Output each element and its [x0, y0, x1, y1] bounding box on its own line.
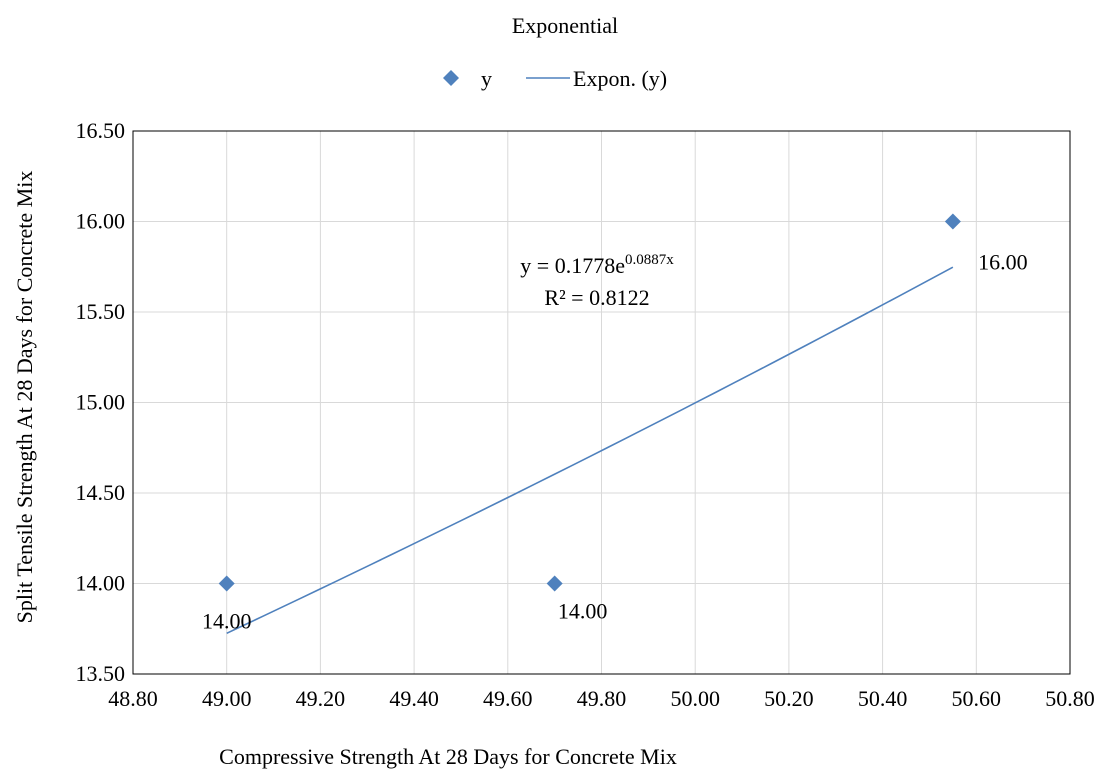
- y-tick-label: 14.00: [76, 571, 126, 596]
- x-tick-label: 50.80: [1045, 686, 1095, 711]
- data-point: [944, 213, 961, 230]
- x-tick-label: 49.80: [577, 686, 627, 711]
- x-tick-label: 50.40: [858, 686, 908, 711]
- data-label: 14.00: [558, 599, 608, 624]
- legend-marker-diamond-icon: [443, 70, 459, 86]
- equation-exponent: 0.0887x: [625, 252, 674, 268]
- data-labels: 14.00 14.00 16.00: [202, 250, 1028, 634]
- y-tick-label: 14.50: [76, 480, 126, 505]
- equation-base: y = 0.1778e: [520, 253, 625, 278]
- legend-label-trendline: Expon. (y): [573, 66, 667, 91]
- x-tick-label: 49.60: [483, 686, 533, 711]
- x-tick-label: 49.20: [296, 686, 346, 711]
- y-tick-labels: 13.50 14.00 14.50 15.00 15.50 16.00 16.50: [76, 118, 126, 686]
- chart-title: Exponential: [512, 13, 618, 38]
- x-tick-label: 50.20: [764, 686, 814, 711]
- x-axis-title: Compressive Strength At 28 Days for Conc…: [219, 744, 677, 769]
- data-label: 16.00: [978, 250, 1028, 275]
- data-point: [546, 575, 563, 592]
- data-point: [218, 575, 235, 592]
- x-tick-label: 49.40: [389, 686, 439, 711]
- x-tick-label: 48.80: [108, 686, 158, 711]
- legend-label-series: y: [481, 66, 492, 91]
- y-axis-title: Split Tensile Strength At 28 Days for Co…: [12, 171, 37, 624]
- legend: y Expon. (y): [443, 66, 667, 91]
- trendline-r-squared: R² = 0.8122: [544, 285, 649, 310]
- y-tick-label: 16.00: [76, 209, 126, 234]
- x-tick-label: 50.60: [952, 686, 1002, 711]
- y-tick-label: 15.50: [76, 299, 126, 324]
- data-points: [218, 213, 961, 592]
- grid: [132, 130, 1071, 675]
- y-tick-label: 13.50: [76, 661, 126, 686]
- data-label: 14.00: [202, 609, 252, 634]
- trendline: [226, 266, 954, 635]
- x-tick-label: 49.00: [202, 686, 252, 711]
- plot-area-border: [132, 130, 1071, 675]
- y-tick-label: 15.00: [76, 390, 126, 415]
- y-tick-label: 16.50: [76, 118, 126, 143]
- x-tick-labels: 48.80 49.00 49.20 49.40 49.60 49.80 50.00 50.20…: [108, 686, 1095, 711]
- x-tick-label: 50.00: [670, 686, 720, 711]
- trendline-equation: y = 0.1778e0.0887x: [520, 252, 674, 278]
